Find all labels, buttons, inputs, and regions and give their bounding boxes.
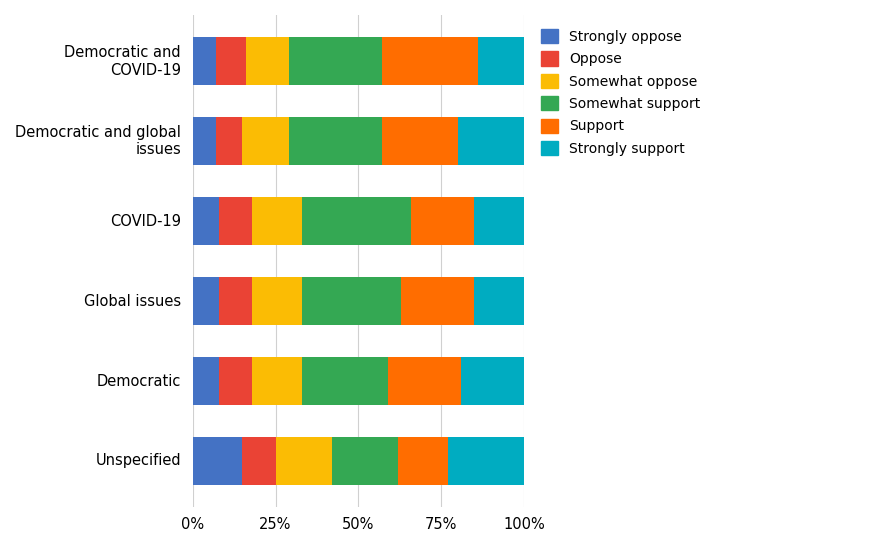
Bar [219,197,252,245]
Bar [458,117,524,165]
Bar [474,277,524,325]
Bar [302,197,412,245]
Bar [389,357,461,405]
Bar [216,37,246,85]
Legend: Strongly oppose, Oppose, Somewhat oppose, Somewhat support, Support, Strongly su: Strongly oppose, Oppose, Somewhat oppose… [535,22,707,163]
Bar [448,437,524,485]
Bar [478,37,524,85]
Bar [398,437,448,485]
Bar [381,117,458,165]
Bar [216,117,242,165]
Bar [412,197,474,245]
Bar [402,277,474,325]
Bar [193,37,216,85]
Bar [289,37,381,85]
Bar [193,197,219,245]
Bar [302,357,389,405]
Bar [193,357,219,405]
Bar [252,357,302,405]
Bar [381,37,478,85]
Bar [242,117,289,165]
Bar [219,277,252,325]
Bar [474,197,524,245]
Bar [242,437,275,485]
Bar [193,277,219,325]
Bar [252,197,302,245]
Bar [275,437,332,485]
Bar [193,437,242,485]
Bar [461,357,524,405]
Bar [302,277,402,325]
Bar [246,37,289,85]
Bar [252,277,302,325]
Bar [193,117,216,165]
Bar [219,357,252,405]
Bar [332,437,398,485]
Bar [289,117,381,165]
